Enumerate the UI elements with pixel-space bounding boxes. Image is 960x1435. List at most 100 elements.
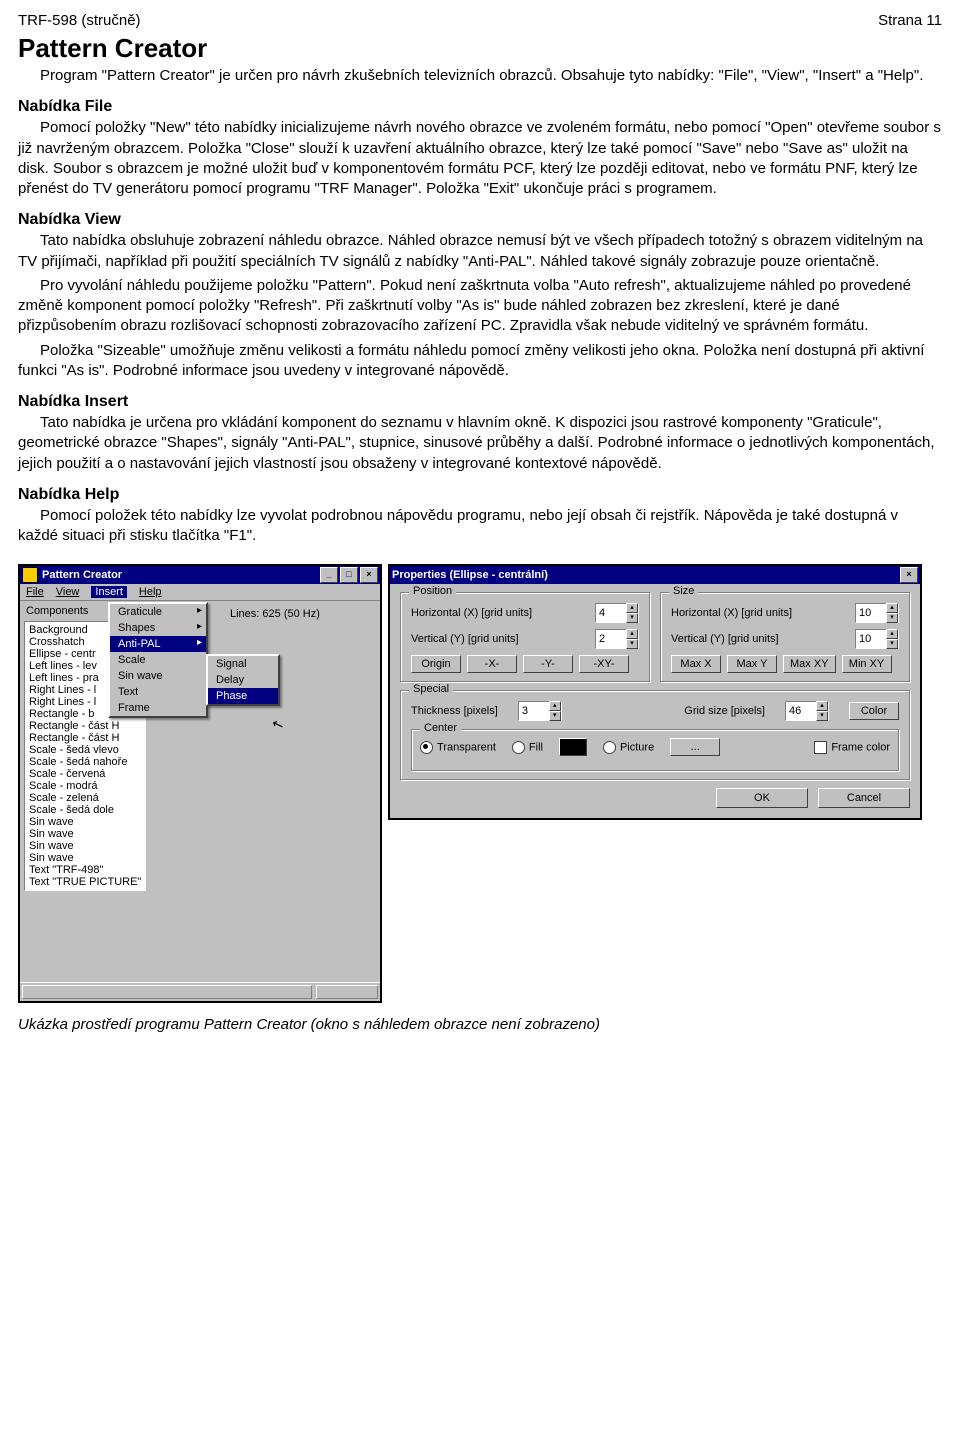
prop-close-button[interactable]: × [900,567,918,583]
section-view-p2: Pro vyvolání náhledu použijeme položku "… [18,276,942,337]
size-vy-label: Vertical (Y) [grid units] [671,633,849,645]
section-view-heading: Nabídka View [18,211,942,229]
color-button[interactable]: Color [849,702,899,720]
antipal-menu-item[interactable]: Phase [208,688,278,704]
pc-menubar: File View Insert Help [20,584,380,601]
size-hx-label: Horizontal (X) [grid units] [671,607,849,619]
section-view-p1: Tato nabídka obsluhuje zobrazení náhledu… [18,231,942,272]
thickness-spinner[interactable]: 3▴▾ [518,701,562,721]
radio-transparent[interactable]: Transparent [420,741,496,754]
check-frame-color[interactable]: Frame color [814,741,890,754]
ok-button[interactable]: OK [716,788,808,808]
button[interactable]: Max Y [727,655,777,673]
insert-menu-item[interactable]: Sin wave [110,668,206,684]
list-item[interactable]: Scale - šedá vlevo [25,744,145,756]
list-item[interactable]: Scale - modrá [25,780,145,792]
section-insert-heading: Nabídka Insert [18,393,942,411]
antipal-menu-item[interactable]: Delay [208,672,278,688]
insert-menu-item[interactable]: Frame [110,700,206,716]
pc-titlebar[interactable]: Pattern Creator _ □ × [20,566,380,584]
section-help-heading: Nabídka Help [18,486,942,504]
special-group: Special Thickness [pixels] 3▴▾ Grid size… [400,690,910,780]
section-view-p3: Položka "Sizeable" umožňuje změnu veliko… [18,341,942,382]
list-item[interactable]: Text "TRUE PICTURE" [25,876,145,888]
button[interactable]: Max XY [783,655,836,673]
size-label: Size [669,585,698,597]
size-vy-spinner[interactable]: 10▴▾ [855,629,899,649]
close-button[interactable]: × [360,567,378,583]
minimize-button[interactable]: _ [320,567,338,583]
gridsize-spinner[interactable]: 46▴▾ [785,701,829,721]
button[interactable]: Max X [671,655,721,673]
button[interactable]: Origin [411,655,461,673]
list-item[interactable]: Sin wave [25,828,145,840]
section-file-heading: Nabídka File [18,98,942,116]
pos-hx-label: Horizontal (X) [grid units] [411,607,589,619]
section-file-text: Pomocí položky "New" této nabídky inicia… [18,118,942,199]
section-insert-text: Tato nabídka je určena pro vkládání komp… [18,413,942,474]
menu-view[interactable]: View [56,586,80,598]
list-item[interactable]: Scale - zelená [25,792,145,804]
insert-menu-item[interactable]: Scale [110,652,206,668]
fill-swatch[interactable] [559,738,587,756]
pos-vy-label: Vertical (Y) [grid units] [411,633,589,645]
list-item[interactable]: Sin wave [25,852,145,864]
list-item[interactable]: Rectangle - část H [25,732,145,744]
picture-browse-button[interactable]: ... [670,738,720,756]
pos-vy-spinner[interactable]: 2▴▾ [595,629,639,649]
pattern-creator-window: Pattern Creator _ □ × File View Insert H… [18,564,382,1003]
insert-menu-item[interactable]: Shapes [110,620,206,636]
position-group: Position Horizontal (X) [grid units] 4▴▾… [400,592,650,682]
insert-menu-item[interactable]: Graticule [110,604,206,620]
list-item[interactable]: Scale - šedá dole [25,804,145,816]
pc-statusbar [20,982,380,1001]
properties-dialog: Properties (Ellipse - centrální) × Posit… [388,564,922,820]
figure-caption: Ukázka prostředí programu Pattern Creato… [18,1015,942,1035]
section-help-text: Pomocí položek této nabídky lze vyvolat … [18,506,942,547]
list-item[interactable]: Scale - šedá nahoře [25,756,145,768]
list-item[interactable]: Rectangle - část H [25,720,145,732]
lines-label: Lines: 625 (50 Hz) [230,608,320,620]
pc-app-icon [22,567,38,583]
radio-picture[interactable]: Picture [603,741,654,754]
size-group: Size Horizontal (X) [grid units] 10▴▾ Ve… [660,592,910,682]
insert-menu-item[interactable]: Anti-PAL [110,636,206,652]
maximize-button[interactable]: □ [340,567,358,583]
antipal-submenu[interactable]: SignalDelayPhase [206,654,280,706]
page-title: Pattern Creator [18,33,942,64]
list-item[interactable]: Sin wave [25,840,145,852]
size-hx-spinner[interactable]: 10▴▾ [855,603,899,623]
pos-hx-spinner[interactable]: 4▴▾ [595,603,639,623]
screenshot-area: Pattern Creator _ □ × File View Insert H… [18,564,942,1003]
radio-fill[interactable]: Fill [512,741,543,754]
center-label: Center [420,722,461,734]
position-buttons: Origin -X- -Y- -XY- [411,655,639,673]
list-item[interactable]: Sin wave [25,816,145,828]
thickness-label: Thickness [pixels] [411,705,498,717]
header-left: TRF-598 (stručně) [18,12,141,29]
pc-title: Pattern Creator [42,569,122,581]
prop-title: Properties (Ellipse - centrální) [392,569,548,581]
button[interactable]: -X- [467,655,517,673]
list-item[interactable]: Text "TRF-498" [25,864,145,876]
prop-titlebar[interactable]: Properties (Ellipse - centrální) × [390,566,920,584]
intro-text: Program "Pattern Creator" je určen pro n… [18,66,942,86]
cancel-button[interactable]: Cancel [818,788,910,808]
page-header: TRF-598 (stručně) Strana 11 [18,12,942,29]
position-label: Position [409,585,456,597]
center-group: Center Transparent Fill Picture ... Fram… [411,729,899,771]
button[interactable]: -XY- [579,655,629,673]
button[interactable]: Min XY [842,655,892,673]
header-right: Strana 11 [878,12,942,29]
menu-help[interactable]: Help [139,586,162,598]
menu-insert[interactable]: Insert [91,586,127,598]
list-item[interactable]: Scale - červená [25,768,145,780]
menu-file[interactable]: File [26,586,44,598]
antipal-menu-item[interactable]: Signal [208,656,278,672]
insert-dropdown[interactable]: GraticuleShapesAnti-PALScaleSin waveText… [108,602,208,718]
button[interactable]: -Y- [523,655,573,673]
gridsize-label: Grid size [pixels] [684,705,765,717]
insert-menu-item[interactable]: Text [110,684,206,700]
special-label: Special [409,683,453,695]
size-buttons: Max X Max Y Max XY Min XY [671,655,899,673]
